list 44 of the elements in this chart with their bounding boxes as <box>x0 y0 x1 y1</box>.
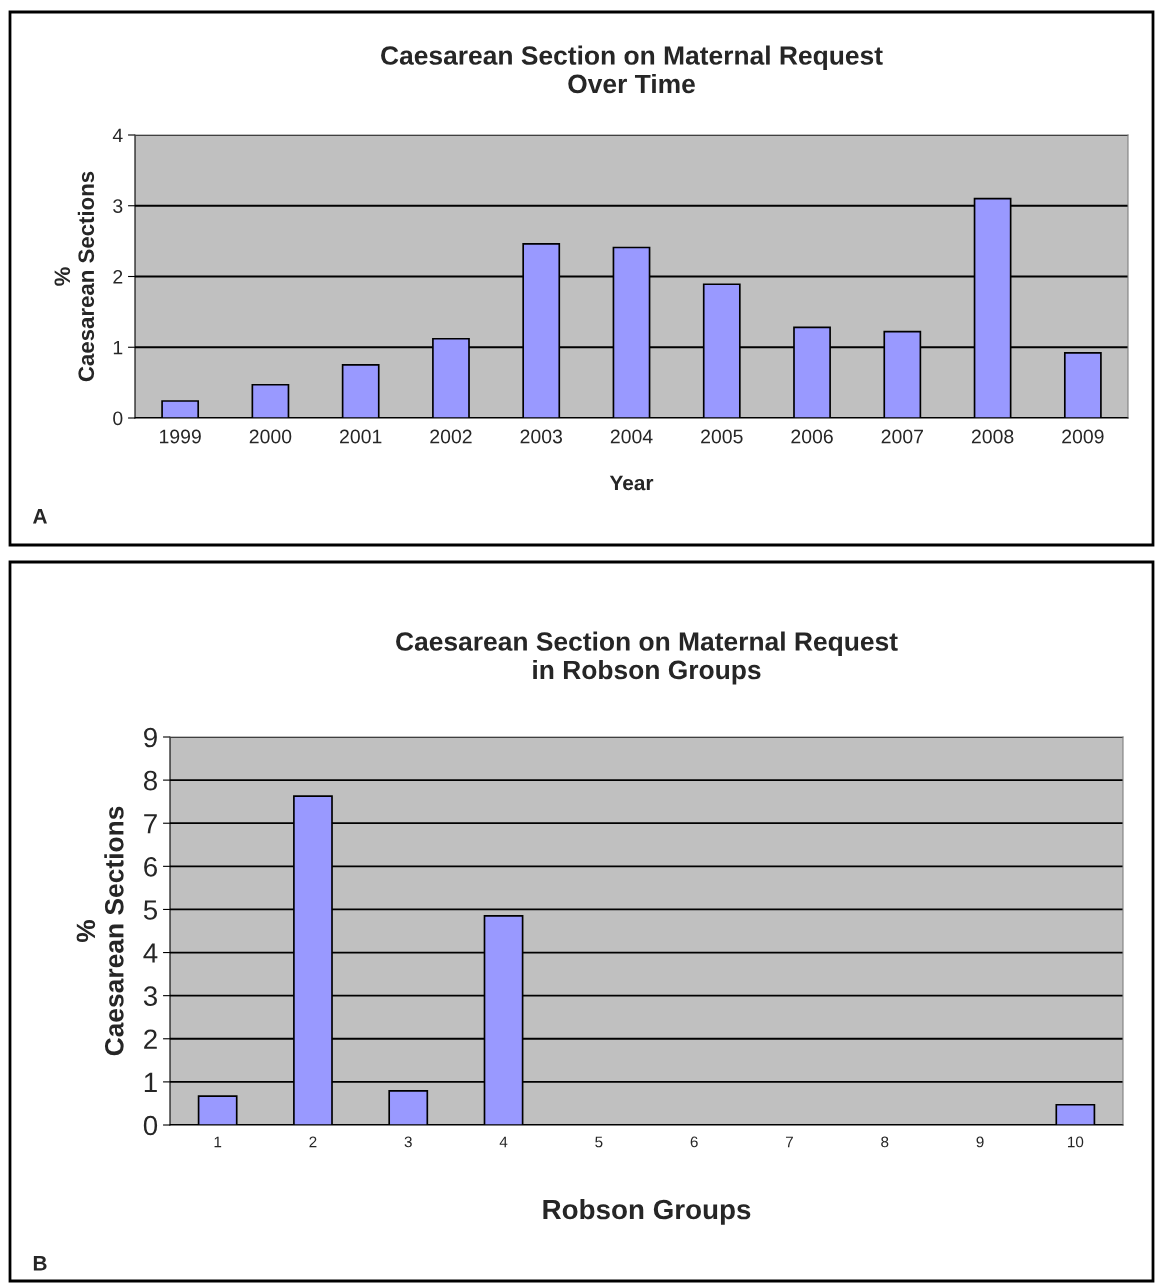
text: A <box>32 509 47 524</box>
y-tick-label: 2 <box>113 269 123 284</box>
y-tick-label: 3 <box>143 986 157 1007</box>
y-tick-label: 0 <box>143 1115 158 1136</box>
x-tick-label: 2005 <box>701 429 743 444</box>
y-tick-label: 8 <box>143 770 157 791</box>
y-tick-label: 4 <box>143 943 158 963</box>
y-tick-label: 2 <box>144 1029 157 1049</box>
x-tick-label: 2006 <box>791 429 833 444</box>
x-tick-label: 2001 <box>340 429 382 444</box>
x-tick-label: 1 <box>214 1136 222 1148</box>
x-axis-title: Year <box>609 475 654 491</box>
text: B <box>33 1256 47 1271</box>
y-tick-label: 1 <box>113 340 123 355</box>
x-tick-label: 2007 <box>881 429 923 444</box>
x-tick-label: 1999 <box>159 429 201 444</box>
y-tick-label: 7 <box>144 814 157 834</box>
x-tick-label: 10 <box>1068 1136 1084 1148</box>
x-tick-label: 2003 <box>520 429 562 444</box>
x-tick-label: 3 <box>404 1136 412 1148</box>
x-tick-label: 2009 <box>1062 429 1104 444</box>
y-tick-label: 5 <box>143 900 158 920</box>
y-tick-label: 1 <box>144 1072 157 1092</box>
x-tick-label: 5 <box>595 1136 603 1148</box>
x-tick-label: 2 <box>309 1136 317 1148</box>
y-tick-label: 6 <box>144 857 157 877</box>
x-tick-label: 4 <box>499 1136 508 1148</box>
x-tick-label: 7 <box>785 1136 793 1148</box>
y-tick-label: 9 <box>144 727 157 748</box>
chart-title: Caesarean Section on Maternal Request Over Time <box>381 45 883 94</box>
y-tick-label: 3 <box>113 199 123 213</box>
x-axis-title: Robson Groups <box>543 1198 751 1225</box>
y-axis-title: % Caesarean Sections <box>76 806 124 1056</box>
y-axis-title: % Caesarean Sections <box>54 171 95 382</box>
x-tick-label: 2000 <box>249 429 292 444</box>
x-tick-label: 2004 <box>610 429 653 444</box>
chart-title: Caesarean Section on Maternal Request in Robson Groups <box>396 631 898 685</box>
x-tick-label: 9 <box>976 1136 984 1148</box>
x-tick-label: 6 <box>690 1136 698 1148</box>
y-tick-label: 4 <box>112 128 123 143</box>
x-tick-label: 2008 <box>971 429 1014 444</box>
y-tick-label: 0 <box>113 411 123 426</box>
x-tick-label: 2002 <box>430 429 472 444</box>
x-tick-label: 8 <box>881 1136 889 1148</box>
